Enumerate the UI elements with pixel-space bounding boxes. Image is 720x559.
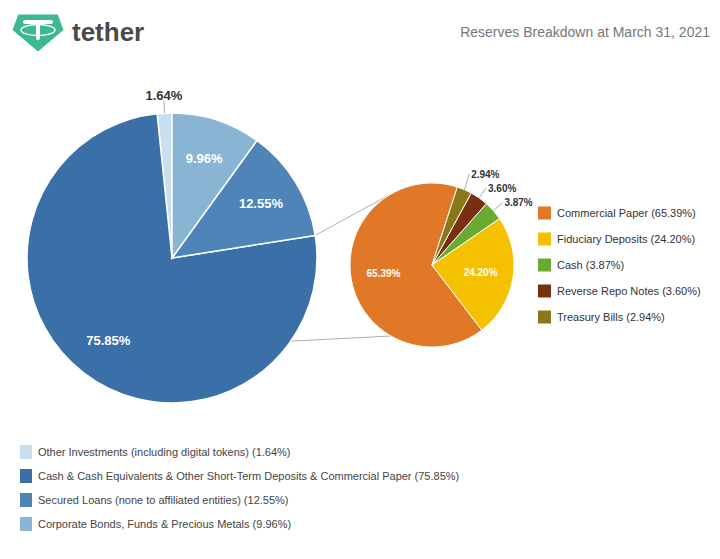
legend-swatch	[538, 207, 551, 220]
legend-entry: Cash (3.87%)	[557, 259, 624, 271]
connector	[291, 336, 391, 341]
pie-slice	[172, 113, 257, 258]
legend-entry: Commercial Paper (65.39%)	[557, 207, 696, 219]
legend-swatch	[20, 445, 32, 459]
legend-entry: Fiduciary Deposits (24.20%)	[557, 233, 695, 245]
legend-entry: Cash & Cash Equivalents & Other Short-Te…	[38, 470, 459, 482]
pie-slice	[27, 114, 317, 403]
pie-slice	[432, 187, 471, 265]
label-leader	[163, 101, 165, 113]
data-label: 12.55%	[239, 196, 284, 211]
legend-swatch	[20, 469, 32, 483]
legend-entry: Corporate Bonds, Funds & Precious Metals…	[38, 518, 291, 530]
data-label: 65.39%	[367, 268, 401, 279]
background	[0, 0, 720, 559]
data-label: 9.96%	[186, 151, 223, 166]
chart: tether Reserves Breakdown at March 31, 20…	[0, 0, 720, 559]
legend-swatch	[538, 311, 551, 324]
legend-entry: Reverse Repo Notes (3.60%)	[557, 285, 701, 297]
logo-ring	[21, 25, 55, 36]
legend-swatch	[20, 517, 32, 531]
label-leader	[493, 203, 502, 211]
title: Reserves Breakdown at March 31, 2021	[460, 24, 710, 40]
legend: Commercial Paper (65.39%) Fiduciary Depos…	[538, 207, 701, 324]
logo-gem	[12, 14, 64, 52]
data-label: 24.20%	[464, 267, 498, 278]
legend-swatch	[538, 259, 551, 272]
legend: Other Investments (including digital tok…	[20, 445, 459, 531]
pie	[27, 113, 317, 403]
pie	[350, 183, 514, 347]
header: tether Reserves Breakdown at March 31, 20…	[12, 14, 710, 52]
data-label: 2.94%	[471, 169, 499, 180]
legend-swatch	[20, 493, 32, 507]
data-label: 75.85%	[86, 333, 131, 348]
legend-swatch	[538, 233, 551, 246]
data-label: 3.87%	[504, 197, 532, 208]
label-leader	[479, 188, 486, 198]
label-leader	[464, 174, 469, 190]
data-labels: 75.85% 12.55% 9.96% 1.64%	[86, 88, 283, 349]
legend-swatch	[538, 285, 551, 298]
brand-text: tether	[72, 17, 144, 47]
data-label: 3.60%	[488, 183, 516, 194]
data-labels: 65.39% 24.20% 3.87% 3.60% 2.94%	[367, 169, 533, 279]
legend-entry: Treasury Bills (2.94%)	[557, 311, 665, 323]
legend-entry: Other Investments (including digital tok…	[38, 446, 291, 458]
data-label: 1.64%	[145, 88, 182, 103]
legend-entry: Secured Loans (none to affiliated entiti…	[38, 494, 289, 506]
